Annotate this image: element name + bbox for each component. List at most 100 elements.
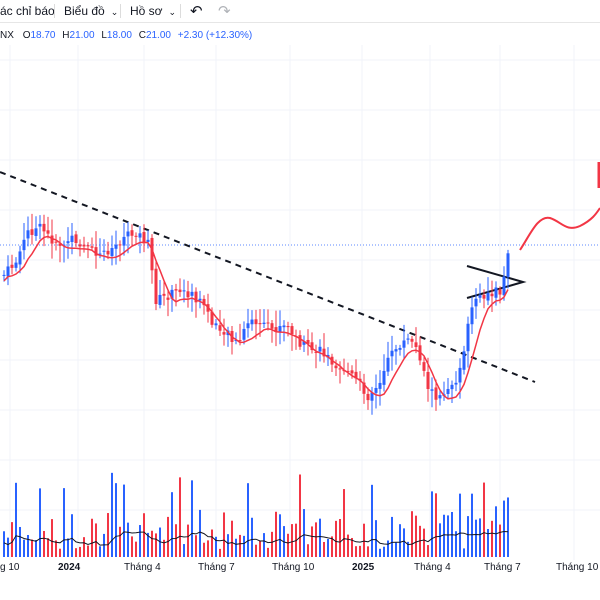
volume-bar bbox=[211, 529, 213, 557]
volume-bar bbox=[439, 523, 441, 557]
undo-icon[interactable]: ↶ bbox=[190, 3, 203, 20]
candle-body bbox=[482, 294, 486, 299]
descending-trendline[interactable] bbox=[0, 171, 536, 383]
indicators-button[interactable]: ác chỉ báo bbox=[0, 3, 55, 19]
volume-bar bbox=[251, 517, 253, 557]
projected-path[interactable] bbox=[519, 207, 600, 251]
candle-body bbox=[102, 250, 106, 252]
volume-bars bbox=[3, 472, 509, 557]
profile-button[interactable]: Hồ sơ ⌄ bbox=[130, 3, 176, 20]
candle-body bbox=[14, 262, 18, 268]
candle-body bbox=[26, 230, 30, 239]
candle-body bbox=[6, 266, 10, 277]
close-value: 21.00 bbox=[145, 30, 171, 41]
redo-icon[interactable]: ↷ bbox=[218, 3, 231, 20]
volume-bar bbox=[199, 509, 201, 557]
volume-bar bbox=[191, 480, 193, 557]
candlesticks bbox=[2, 213, 510, 415]
volume-bar bbox=[419, 525, 421, 557]
volume-bar bbox=[83, 537, 85, 557]
volume-bar bbox=[239, 534, 241, 557]
volume-bar bbox=[279, 514, 281, 557]
volume-bar bbox=[387, 540, 389, 557]
candle-body bbox=[350, 370, 354, 374]
toolbar-divider bbox=[120, 4, 121, 18]
volume-bar bbox=[15, 482, 17, 557]
volume-bar bbox=[123, 484, 125, 557]
volume-bar bbox=[359, 545, 361, 557]
candle-body bbox=[122, 236, 126, 246]
volume-bar bbox=[3, 531, 5, 557]
high-value: 21.00 bbox=[69, 30, 95, 41]
volume-bar bbox=[391, 516, 393, 557]
volume-bar bbox=[471, 493, 473, 557]
volume-bar bbox=[183, 544, 185, 557]
volume-bar bbox=[215, 536, 217, 557]
volume-bar bbox=[403, 528, 405, 557]
triangle-pattern[interactable] bbox=[466, 265, 527, 299]
candle-body bbox=[382, 370, 386, 385]
candle-body bbox=[262, 322, 266, 325]
candle-body bbox=[338, 368, 342, 370]
x-tick-label: Tháng 7 bbox=[198, 562, 235, 573]
volume-bar bbox=[271, 531, 273, 557]
candle-body bbox=[458, 367, 462, 383]
volume-bar bbox=[291, 524, 293, 557]
volume-bar bbox=[171, 492, 173, 557]
candle-body bbox=[90, 246, 94, 248]
volume-bar bbox=[327, 539, 329, 557]
candle-body bbox=[2, 274, 6, 276]
chart-type-button[interactable]: Biểu đồ ⌄ bbox=[64, 3, 118, 20]
volume-bar bbox=[411, 511, 413, 557]
candle-body bbox=[146, 239, 150, 242]
candle-body bbox=[266, 322, 270, 324]
candle-body bbox=[86, 245, 90, 247]
volume-bar bbox=[435, 493, 437, 557]
volume-bar bbox=[51, 519, 53, 557]
volume-bar bbox=[491, 520, 493, 557]
candle-body bbox=[438, 395, 442, 399]
volume-bar bbox=[263, 533, 265, 557]
candle-body bbox=[422, 362, 426, 371]
candle-body bbox=[282, 325, 286, 328]
profile-label: Hồ sơ bbox=[130, 4, 163, 18]
ohlc-legend: NX O18.70 H21.00 L18.00 C21.00 +2.30 (+1… bbox=[0, 30, 252, 41]
candle-body bbox=[314, 351, 318, 353]
volume-bar bbox=[375, 520, 377, 557]
volume-bar bbox=[299, 474, 301, 557]
candle-body bbox=[174, 289, 178, 291]
candle-body bbox=[310, 342, 314, 351]
candle-body bbox=[178, 289, 182, 293]
volume-bar bbox=[39, 488, 41, 557]
candle-body bbox=[494, 287, 498, 298]
volume-bar bbox=[47, 538, 49, 557]
volume-bar bbox=[267, 547, 269, 557]
candle-body bbox=[66, 241, 70, 244]
candle-body bbox=[322, 348, 326, 357]
volume-bar bbox=[139, 525, 141, 557]
candle-body bbox=[234, 339, 238, 341]
candle-body bbox=[386, 357, 390, 372]
volume-bar bbox=[431, 491, 433, 557]
x-tick-label: 2025 bbox=[352, 562, 375, 573]
candle-body bbox=[378, 382, 382, 389]
volume-bar bbox=[467, 516, 469, 557]
volume-bar bbox=[379, 548, 381, 557]
chevron-down-icon: ⌄ bbox=[168, 7, 177, 17]
x-tick-label: g 10 bbox=[0, 562, 20, 573]
volume-bar bbox=[343, 489, 345, 557]
low-key: L bbox=[101, 30, 107, 41]
candle-body bbox=[46, 230, 50, 234]
volume-bar bbox=[255, 544, 257, 557]
candle-body bbox=[70, 235, 74, 243]
volume-bar bbox=[135, 541, 137, 557]
close-key: C bbox=[138, 30, 146, 41]
candle-body bbox=[82, 244, 86, 247]
candle-body bbox=[250, 319, 254, 325]
candle-body bbox=[370, 392, 374, 401]
grid bbox=[0, 45, 600, 560]
candle-body bbox=[346, 370, 350, 372]
candle-body bbox=[354, 371, 358, 379]
candle-body bbox=[410, 338, 414, 342]
